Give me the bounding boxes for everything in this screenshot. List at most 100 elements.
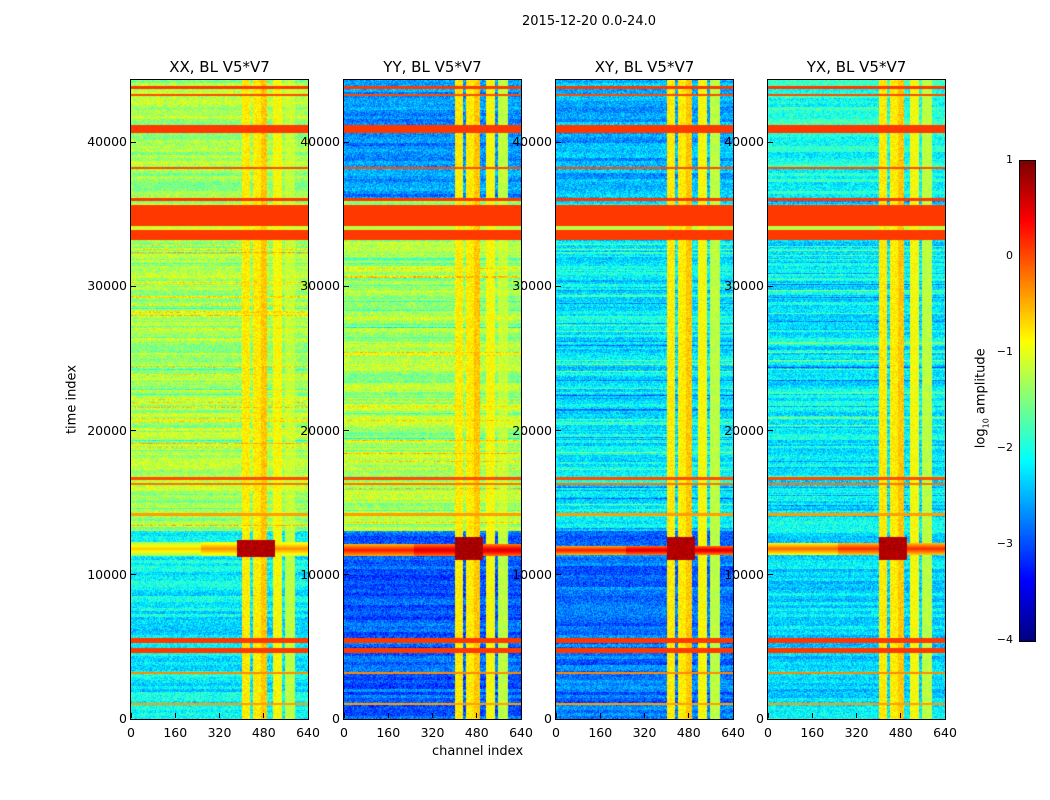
x-tick-label: 640: [296, 725, 320, 740]
colorbar-tick-label: −2: [996, 441, 1013, 454]
x-tick-label: 0: [127, 725, 135, 740]
y-tick-label: 20000: [87, 422, 127, 438]
x-tick-label: 160: [800, 725, 825, 740]
y-tick-mark: [556, 285, 561, 287]
y-tick-label: 0: [544, 711, 552, 726]
x-tick-mark: [599, 713, 601, 718]
heatmap-image: [556, 80, 733, 719]
colorbar-tick-label: −4: [996, 633, 1013, 646]
y-tick-mark: [768, 285, 773, 287]
heatmap-panel-4: YX, BL V5*V7 0 160 320 480 640 0 10000 20000 3000…: [724, 58, 957, 740]
x-tick-label: 640: [721, 725, 745, 740]
y-tick-label: 30000: [87, 278, 127, 294]
y-tick-mark: [556, 718, 561, 720]
y-tick-mark: [131, 141, 136, 143]
y-tick-label: 40000: [724, 134, 764, 150]
y-tick-mark: [556, 141, 561, 143]
x-tick-label: 0: [764, 725, 772, 740]
x-tick-label: 320: [420, 725, 445, 740]
x-tick-label: 480: [676, 725, 701, 740]
colorbar-tick-label: 1: [1006, 153, 1013, 166]
y-tick-label: 10000: [512, 566, 552, 582]
y-tick-mark: [768, 718, 773, 720]
x-tick-mark: [900, 713, 902, 718]
y-tick-mark: [768, 141, 773, 143]
y-tick-label: 40000: [87, 134, 127, 150]
x-tick-label: 0: [552, 725, 560, 740]
y-tick-label: 40000: [512, 134, 552, 150]
heatmap-image: [768, 80, 945, 719]
panel-title: XX, BL V5*V7: [169, 58, 270, 76]
colorbar: [1019, 160, 1036, 642]
x-tick-label: 640: [933, 725, 957, 740]
x-tick-label: 320: [632, 725, 657, 740]
x-tick-mark: [767, 713, 769, 718]
x-tick-mark: [944, 713, 946, 718]
y-tick-label: 0: [119, 711, 127, 726]
y-tick-mark: [556, 430, 561, 431]
x-tick-mark: [387, 713, 389, 718]
y-tick-mark: [131, 718, 136, 720]
y-tick-label: 20000: [724, 422, 764, 438]
y-tick-label: 30000: [724, 278, 764, 294]
x-tick-label: 320: [844, 725, 869, 740]
y-tick-mark: [344, 141, 349, 143]
y-tick-mark: [344, 430, 349, 431]
y-tick-label: 0: [332, 711, 340, 726]
x-tick-mark: [644, 713, 645, 718]
x-tick-mark: [343, 713, 345, 718]
y-tick-label: 30000: [512, 278, 552, 294]
y-tick-mark: [556, 574, 561, 576]
y-tick-label: 0: [756, 711, 764, 726]
x-tick-label: 480: [888, 725, 913, 740]
y-tick-label: 10000: [724, 566, 764, 582]
y-tick-mark: [768, 574, 773, 576]
panel-title: YX, BL V5*V7: [806, 58, 907, 76]
heatmap-panel-3: XY, BL V5*V7 0 160 320 480 640 0 10000 20000 3000…: [512, 58, 745, 740]
x-tick-label: 0: [340, 725, 348, 740]
heatmap-image: [344, 80, 521, 719]
x-tick-mark: [555, 713, 557, 718]
colorbar-label: log10 amplitude: [973, 348, 991, 449]
x-tick-mark: [688, 713, 690, 718]
x-tick-mark: [432, 713, 433, 718]
heatmap-panel-2: YY, BL V5*V7 0 160 320 480 640 0 10000 20000 3000…: [300, 58, 533, 740]
y-tick-label: 10000: [87, 566, 127, 582]
y-tick-mark: [344, 718, 349, 720]
y-tick-mark: [344, 285, 349, 287]
colorbar-tick-label: −1: [996, 345, 1013, 358]
x-tick-mark: [811, 713, 813, 718]
x-tick-label: 480: [251, 725, 276, 740]
x-tick-mark: [520, 713, 522, 718]
x-tick-label: 160: [376, 725, 401, 740]
x-tick-mark: [219, 713, 220, 718]
y-axis-label: time index: [64, 364, 80, 435]
y-tick-mark: [131, 430, 136, 431]
heatmap-panel-1: XX, BL V5*V7 0 160 320 480 640 0 10000 20000 3000…: [87, 58, 320, 740]
y-tick-label: 30000: [300, 278, 340, 294]
y-tick-label: 20000: [512, 422, 552, 438]
panel-title: YY, BL V5*V7: [383, 58, 482, 76]
x-tick-label: 320: [207, 725, 232, 740]
y-tick-mark: [768, 430, 773, 431]
y-tick-label: 40000: [300, 134, 340, 150]
colorbar-tick-label: 0: [1006, 249, 1013, 262]
x-tick-label: 160: [588, 725, 613, 740]
x-tick-label: 480: [464, 725, 489, 740]
heatmap-image: [131, 80, 308, 719]
y-tick-mark: [131, 574, 136, 576]
x-tick-mark: [476, 713, 478, 718]
x-tick-mark: [307, 713, 309, 718]
x-tick-mark: [130, 713, 132, 718]
x-tick-mark: [856, 713, 857, 718]
x-tick-label: 640: [509, 725, 533, 740]
x-axis-label: channel index: [432, 744, 524, 759]
x-tick-mark: [732, 713, 734, 718]
colorbar-tick-label: −3: [996, 537, 1013, 550]
x-tick-label: 160: [163, 725, 188, 740]
figure-title: 2015-12-20 0.0-24.0: [522, 14, 656, 29]
y-tick-mark: [344, 574, 349, 576]
y-tick-mark: [131, 285, 136, 287]
y-tick-label: 20000: [300, 422, 340, 438]
